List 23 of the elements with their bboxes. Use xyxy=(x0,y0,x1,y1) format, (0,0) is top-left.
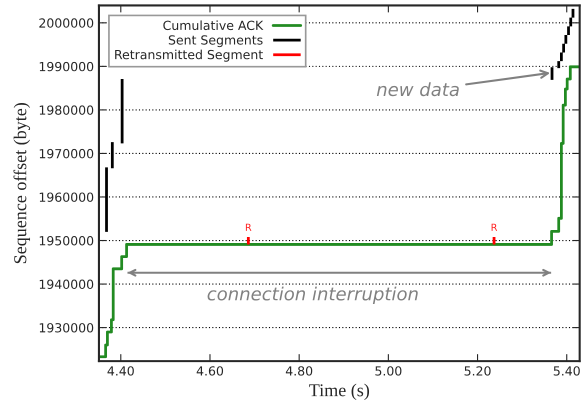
y-tick-label: 1940000 xyxy=(40,280,94,289)
annotation: R xyxy=(492,224,498,231)
x-tick-label: 5.00 xyxy=(375,366,402,376)
y-tick-label: 1960000 xyxy=(40,192,94,202)
legend-label: Sent Segments xyxy=(168,35,263,48)
y-tick-label: 1930000 xyxy=(40,323,94,333)
x-tick-label: 4.60 xyxy=(196,366,224,376)
x-tick-label: 4.80 xyxy=(286,366,312,376)
y-tick-label: 1980000 xyxy=(40,105,94,115)
y-tick-label: 2000000 xyxy=(39,18,94,28)
y-tick-label: 1950000 xyxy=(40,236,94,246)
x-tick-label: 5.40 xyxy=(554,366,580,376)
x-tick-label: 5.20 xyxy=(464,366,491,376)
y-tick-label: 1970000 xyxy=(40,148,94,158)
legend-label: Cumulative ACK xyxy=(163,20,264,30)
x-tick-label: 4.40 xyxy=(107,366,134,376)
annotation: connection interruption xyxy=(208,286,418,304)
y-axis-title: Sequence offset (byte) xyxy=(13,103,30,264)
y-tick-label: 1990000 xyxy=(40,62,94,72)
legend-label: Retransmitted Segment xyxy=(115,50,263,62)
annotation: new data xyxy=(376,82,459,96)
x-axis-title: Time (s) xyxy=(309,384,370,400)
annotation: R xyxy=(246,224,252,231)
